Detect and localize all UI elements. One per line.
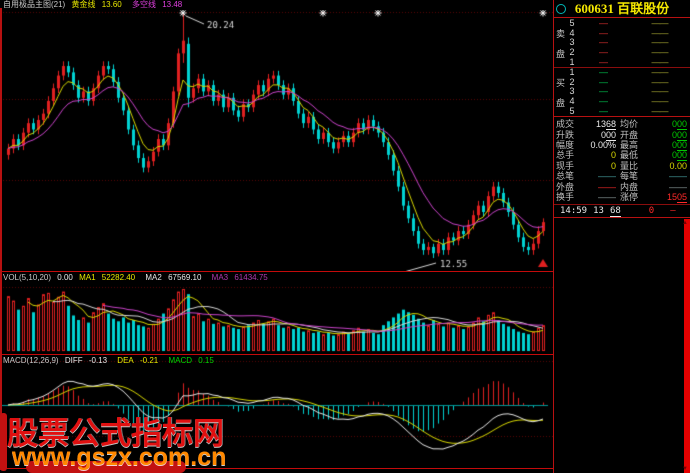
quote-info-row: 幅度 0.00% 最高 000: [554, 139, 690, 151]
quote-value: 0: [610, 150, 616, 161]
scroll-up-icon[interactable]: ▲: [682, 220, 688, 226]
main-candlestick-chart[interactable]: [0, 10, 553, 271]
quote-value: 000: [671, 119, 687, 131]
main-chart-header: 自用极品主图(21) 黄金线 13.60 多空线 13.48: [3, 0, 190, 10]
chart-area: 自用极品主图(21) 黄金线 13.60 多空线 13.48 VOL(5,10,…: [0, 0, 553, 470]
quote-value: 000: [600, 129, 616, 141]
quote-info-row: 成交 1368 均价 000: [554, 119, 690, 131]
quote-info-row: 总手 0 最低 000: [554, 150, 690, 162]
main-indicator-name: 自用极品主图(21): [3, 0, 66, 9]
quote-info-row: 换手 —— 涨停 1505: [554, 191, 690, 203]
quote-panel: 600631 百联股份 卖盘 5— —— 4— —— 3— —— 2— —— 1— —— 买盘 1…: [553, 0, 690, 473]
quote-value: 000: [671, 129, 687, 141]
macd-chart[interactable]: [0, 355, 553, 468]
goldline-readout: 黄金线 13.60: [71, 0, 122, 9]
scrollbar[interactable]: ▲ ▼: [682, 219, 690, 473]
vol-ma2-readout: MA2 67569.10: [145, 273, 202, 282]
book-row[interactable]: 5— ——: [569, 18, 668, 29]
quote-value: 1368: [595, 119, 616, 131]
panel-divider: [0, 468, 553, 469]
watermark-site-name: 股票公式指标网: [7, 416, 224, 451]
tick-tail: —: [670, 206, 676, 216]
book-row[interactable]: 5— ——: [569, 105, 668, 116]
quote-info-row: 总笔 —— 每笔 ——: [554, 171, 690, 181]
watermark-decoration: [0, 413, 7, 471]
last-tick-row[interactable]: 14:59 13 68 0 —: [554, 204, 690, 218]
quote-info-row: 升跌 000 开盘 000: [554, 129, 690, 141]
book-row[interactable]: 1— ——: [569, 67, 668, 78]
book-row[interactable]: 4— ——: [569, 96, 668, 107]
book-row[interactable]: 2— ——: [569, 76, 668, 87]
vol-ma3-readout: MA3 61434.75: [211, 273, 268, 282]
watermark-url: www.gszx.com.cn: [12, 443, 227, 471]
buy-label: 买盘: [555, 77, 565, 108]
chart-left-border: [0, 8, 2, 470]
stock-title: 600631 百联股份: [554, 0, 690, 18]
book-row[interactable]: 3— ——: [569, 86, 668, 97]
volume-chart[interactable]: [0, 272, 553, 353]
book-row[interactable]: 3— ——: [569, 37, 668, 48]
quote-value: 000: [671, 150, 687, 162]
bullbear-readout: 多空线 13.48: [131, 0, 183, 9]
macd-header: MACD(12,26,9) DIFF -0.13 DEA -0.21 MACD …: [3, 356, 222, 366]
tick-time: 14:59: [560, 206, 588, 216]
stock-name: 百联股份: [617, 1, 670, 16]
vol-ma1-readout: MA1 52282.40: [79, 273, 136, 282]
diff-readout: DIFF -0.13: [64, 356, 108, 365]
panel-divider: [0, 354, 553, 355]
quote-value: 0.00%: [590, 139, 616, 150]
quote-value: ——: [669, 181, 687, 192]
quote-value: ——: [598, 181, 616, 192]
watermark-decoration: [26, 461, 186, 473]
quote-value: 0.00: [669, 160, 687, 171]
tick-price: 13 68: [593, 206, 621, 217]
sell-label: 卖盘: [555, 28, 565, 59]
book-row[interactable]: 2— ——: [569, 47, 668, 58]
macd-params: MACD(12,26,9): [3, 356, 59, 365]
buy-levels: 买盘 1— —— 2— —— 3— —— 4— —— 5— ——: [554, 68, 690, 117]
quote-value: 1505: [666, 191, 687, 203]
quote-value: 000: [671, 139, 687, 151]
tick-change: 0: [648, 206, 655, 216]
quote-value: ——: [669, 171, 687, 182]
vol-params: VOL(5,10,20): [3, 273, 52, 282]
order-book: 卖盘 5— —— 4— —— 3— —— 2— —— 1— —— 买盘 1— —— 2— —— 3— —— 4…: [554, 19, 690, 117]
panel-divider: [0, 271, 553, 272]
volume-header: VOL(5,10,20) 0.00 MA1 52282.40 MA2 67569…: [3, 273, 276, 283]
book-row[interactable]: 1— ——: [569, 56, 668, 67]
vol-current: 0.00: [57, 273, 73, 282]
quote-value: ——: [598, 191, 616, 202]
dea-readout: DEA -0.21: [117, 356, 159, 365]
quote-info: 成交 1368 均价 000 升跌 000 开盘 000 幅度 0.00% 最高 000 总手 0 最低 00…: [554, 119, 690, 203]
macd-readout: MACD 0.15: [168, 356, 214, 365]
book-row[interactable]: 4— ——: [569, 27, 668, 38]
quote-info-row: 现手 0 量比 0.00: [554, 161, 690, 171]
clock-icon: [556, 4, 566, 14]
quote-value: ——: [598, 171, 616, 182]
sell-levels: 卖盘 5— —— 4— —— 3— —— 2— —— 1— ——: [554, 19, 690, 68]
quote-info-row: 外盘 —— 内盘 ——: [554, 181, 690, 192]
quote-value: 0: [610, 160, 616, 171]
stock-code: 600631: [574, 1, 614, 16]
scroll-down-icon[interactable]: ▼: [682, 466, 688, 472]
